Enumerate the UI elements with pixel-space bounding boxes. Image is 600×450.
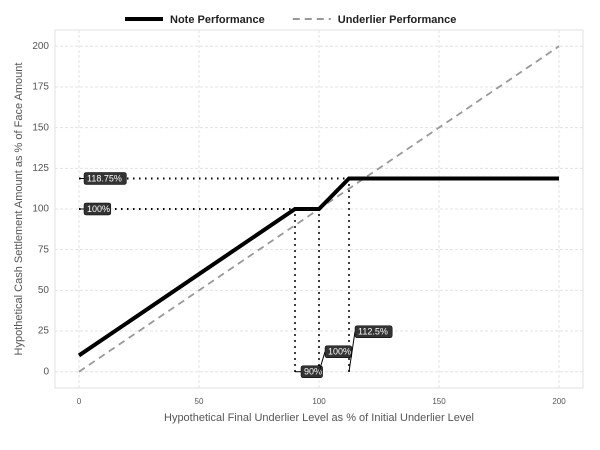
y-tick-label: 50 [38, 285, 50, 296]
y-tick-label: 125 [32, 163, 49, 174]
annotation-label: 118.75% [87, 173, 122, 183]
x-tick-label: 200 [552, 397, 566, 406]
y-tick-label: 25 [38, 326, 50, 337]
annotation-label: 100% [328, 347, 351, 357]
y-tick-label: 200 [32, 41, 49, 52]
series-line [77, 176, 559, 358]
y-tick-label: 0 [43, 366, 49, 377]
annotation: 100% [318, 345, 353, 372]
x-tick-label: 0 [77, 397, 82, 406]
annotation-box [83, 172, 127, 185]
y-tick-label: 100 [32, 204, 49, 215]
annotation: 112.5% [348, 325, 393, 372]
y-tick-label: 175 [32, 82, 49, 93]
y-tick-label: 150 [32, 122, 49, 133]
annotation-box [300, 365, 323, 378]
x-tick-label: 150 [432, 397, 446, 406]
annotation-label: 112.5% [358, 327, 388, 337]
annotation: 100% [79, 202, 112, 216]
annotation-label: 90% [304, 367, 322, 377]
x-axis-label: Hypothetical Final Underlier Level as % … [164, 412, 474, 424]
legend-label: Underlier Performance [338, 14, 457, 26]
y-tick-label: 75 [38, 244, 50, 255]
annotation-box [83, 202, 112, 216]
annotation: 90% [295, 365, 323, 378]
legend-label: Note Performance [170, 14, 265, 26]
x-tick-label: 100 [312, 397, 326, 406]
annotation-label: 100% [87, 204, 110, 214]
annotation-leader [348, 331, 356, 372]
y-axis-label: Hypothetical Cash Settlement Amount as %… [13, 63, 25, 356]
annotation-box [354, 325, 393, 338]
annotation-leader [318, 351, 326, 372]
annotation: 118.75% [79, 172, 127, 185]
x-tick-label: 50 [195, 397, 204, 406]
